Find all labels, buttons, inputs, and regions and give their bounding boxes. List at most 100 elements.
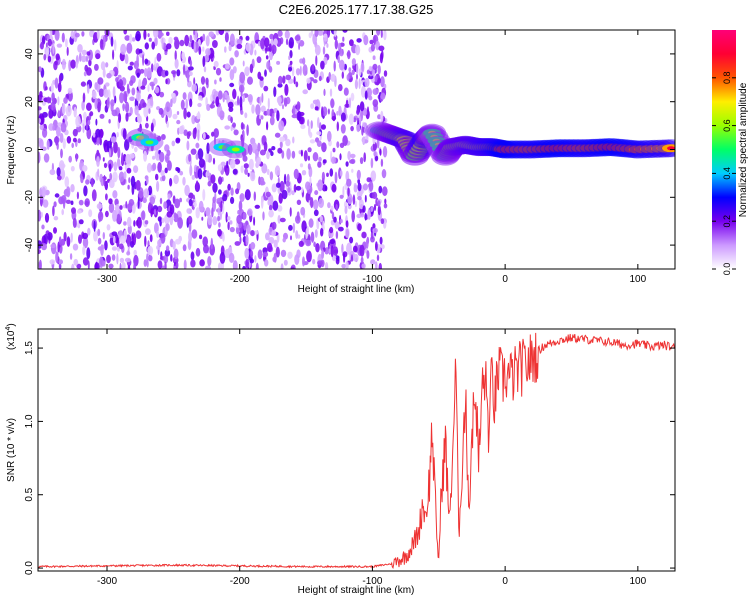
- noise-speckle: [380, 92, 386, 100]
- noise-speckle: [247, 208, 253, 217]
- noise-speckle: [157, 260, 163, 269]
- noise-speckle: [110, 99, 115, 107]
- noise-speckle: [157, 239, 162, 247]
- noise-speckle: [265, 55, 269, 60]
- noise-speckle: [215, 67, 222, 76]
- x-tick-label: -300: [97, 274, 117, 285]
- noise-speckle: [86, 84, 90, 94]
- noise-speckle: [249, 250, 254, 258]
- noise-speckle: [77, 138, 82, 144]
- noise-speckle: [188, 221, 192, 233]
- noise-speckle: [349, 39, 354, 47]
- noise-speckle: [357, 196, 362, 201]
- noise-speckle: [105, 193, 108, 201]
- noise-speckle: [340, 112, 346, 122]
- noise-speckle: [274, 132, 281, 138]
- noise-speckle: [338, 105, 342, 116]
- noise-speckle: [340, 124, 346, 134]
- noise-speckle: [124, 257, 131, 263]
- noise-speckle: [269, 171, 274, 181]
- noise-speckle: [316, 140, 322, 147]
- noise-speckle: [222, 93, 225, 103]
- noise-speckle: [142, 197, 147, 204]
- noise-speckle: [124, 53, 129, 65]
- noise-speckle: [309, 139, 316, 144]
- noise-speckle: [133, 262, 136, 269]
- noise-speckle: [321, 249, 325, 260]
- noise-speckle: [335, 231, 339, 239]
- noise-speckle: [326, 172, 329, 177]
- svg-text:(x104): (x104): [5, 323, 17, 350]
- y-tick-label: 40: [24, 48, 35, 60]
- noise-speckle: [277, 214, 281, 224]
- noise-speckle: [263, 85, 269, 92]
- noise-speckle: [190, 251, 195, 261]
- noise-speckle: [54, 193, 60, 198]
- noise-speckle: [190, 259, 196, 268]
- noise-speckle: [113, 39, 117, 52]
- noise-speckle: [188, 66, 194, 71]
- noise-speckle: [302, 57, 306, 65]
- noise-speckle: [185, 98, 188, 110]
- noise-speckle: [143, 150, 148, 162]
- noise-speckle: [326, 43, 329, 48]
- early-feature-core: [231, 147, 240, 152]
- noise-speckle: [207, 180, 212, 187]
- noise-speckle: [106, 254, 111, 264]
- y-tick-label: -20: [24, 190, 35, 205]
- noise-speckle: [163, 254, 169, 264]
- noise-speckle: [172, 113, 178, 120]
- noise-speckle: [380, 218, 385, 225]
- noise-speckle: [146, 177, 149, 185]
- x-tick-label: -200: [230, 274, 250, 285]
- noise-speckle: [368, 180, 374, 192]
- noise-speckle: [197, 102, 202, 108]
- noise-speckle: [366, 87, 372, 98]
- noise-speckle: [236, 43, 243, 50]
- noise-speckle: [271, 221, 277, 230]
- x-tick-label: 0: [502, 274, 508, 285]
- noise-speckle: [116, 253, 119, 265]
- noise-speckle: [119, 235, 126, 244]
- noise-speckle: [282, 104, 284, 110]
- colorbar-tick-label: 0.6: [722, 119, 732, 132]
- noise-speckle: [376, 30, 381, 36]
- noise-speckle: [338, 59, 345, 71]
- noise-speckle: [264, 37, 270, 48]
- noise-speckle: [41, 186, 46, 198]
- noise-speckle: [196, 112, 201, 120]
- noise-speckle: [244, 189, 251, 201]
- noise-speckle: [81, 100, 85, 111]
- noise-speckle: [358, 115, 362, 127]
- noise-speckle: [219, 252, 226, 264]
- noise-speckle: [49, 169, 56, 176]
- noise-speckle: [377, 114, 382, 120]
- noise-speckle: [200, 76, 206, 85]
- noise-speckle: [345, 220, 349, 228]
- noise-speckle: [313, 79, 318, 84]
- noise-speckle: [102, 68, 106, 78]
- colorbar-tick-label: 0.0: [722, 263, 732, 276]
- noise-speckle: [62, 138, 66, 150]
- noise-speckle: [92, 132, 96, 138]
- noise-speckle: [378, 185, 383, 194]
- noise-speckle: [51, 92, 55, 102]
- noise-speckle: [321, 142, 327, 153]
- noise-speckle: [310, 120, 313, 129]
- noise-speckle: [169, 204, 175, 215]
- noise-speckle: [72, 217, 77, 228]
- noise-speckle: [291, 66, 295, 77]
- noise-speckle: [222, 193, 228, 202]
- noise-speckle: [224, 30, 231, 33]
- noise-speckle: [184, 184, 190, 197]
- noise-speckle: [133, 165, 139, 174]
- noise-speckle: [93, 220, 96, 232]
- noise-speckle: [253, 191, 256, 201]
- noise-speckle: [180, 99, 185, 110]
- noise-speckle: [296, 199, 302, 205]
- noise-speckle: [216, 197, 223, 203]
- noise-speckle: [213, 90, 219, 97]
- noise-speckle: [138, 187, 144, 199]
- noise-speckle: [272, 200, 279, 211]
- noise-speckle: [372, 223, 376, 230]
